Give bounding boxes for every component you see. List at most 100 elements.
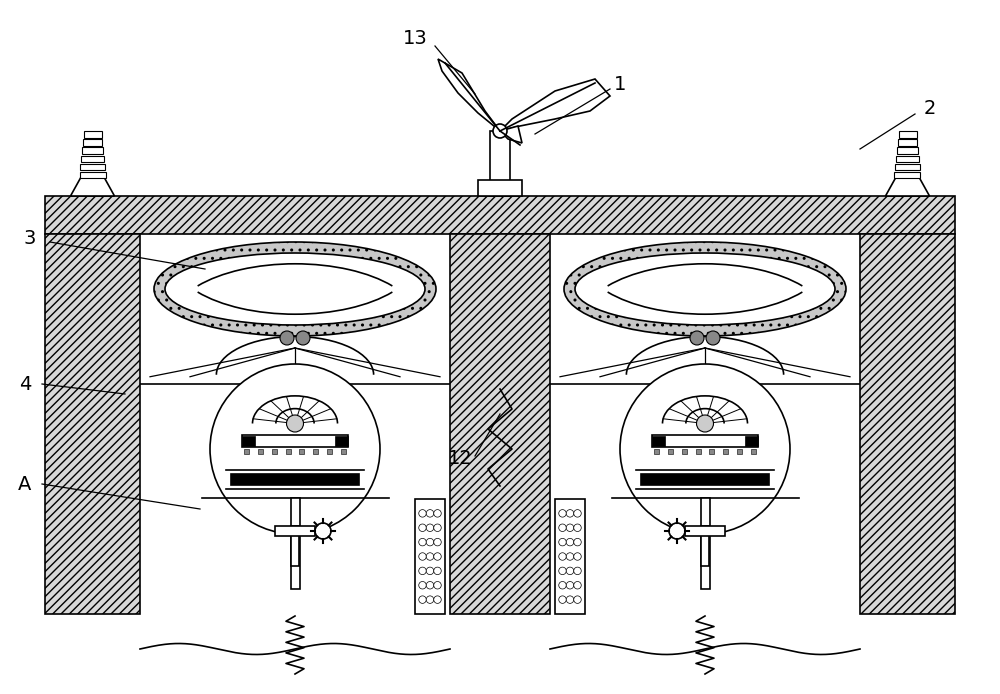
Bar bbox=[709, 449, 714, 454]
Circle shape bbox=[434, 539, 441, 546]
Circle shape bbox=[419, 539, 426, 546]
Bar bbox=[895, 164, 920, 170]
Bar bbox=[723, 449, 728, 454]
Bar bbox=[700, 498, 710, 589]
Bar bbox=[341, 449, 346, 454]
Circle shape bbox=[315, 523, 331, 539]
Bar bbox=[751, 449, 756, 454]
Circle shape bbox=[287, 415, 304, 432]
Circle shape bbox=[426, 567, 434, 575]
Circle shape bbox=[559, 539, 566, 546]
Polygon shape bbox=[438, 59, 500, 131]
Bar bbox=[415, 499, 445, 614]
Bar bbox=[291, 498, 300, 589]
Circle shape bbox=[559, 596, 566, 603]
Circle shape bbox=[296, 331, 310, 345]
Circle shape bbox=[426, 596, 434, 603]
Polygon shape bbox=[500, 79, 610, 131]
Bar bbox=[327, 449, 332, 454]
Bar bbox=[652, 437, 665, 446]
Circle shape bbox=[426, 582, 434, 589]
Text: A: A bbox=[18, 475, 32, 493]
Circle shape bbox=[559, 524, 566, 532]
Circle shape bbox=[426, 509, 434, 517]
Circle shape bbox=[574, 509, 581, 517]
Bar bbox=[898, 131, 916, 138]
Bar bbox=[745, 437, 758, 446]
Circle shape bbox=[434, 524, 441, 532]
Bar bbox=[450, 234, 550, 614]
Circle shape bbox=[559, 567, 566, 575]
Polygon shape bbox=[886, 178, 930, 196]
Bar bbox=[894, 171, 920, 178]
Circle shape bbox=[574, 552, 581, 560]
Circle shape bbox=[419, 552, 426, 560]
Circle shape bbox=[566, 552, 574, 560]
Bar bbox=[299, 449, 304, 454]
Bar bbox=[652, 435, 758, 448]
Bar bbox=[897, 148, 918, 154]
Ellipse shape bbox=[575, 253, 835, 325]
Circle shape bbox=[620, 364, 790, 534]
Circle shape bbox=[574, 596, 581, 603]
Text: 12: 12 bbox=[448, 450, 472, 468]
Circle shape bbox=[696, 415, 714, 432]
Bar bbox=[231, 473, 359, 484]
Bar bbox=[82, 148, 103, 154]
Circle shape bbox=[706, 331, 720, 345]
Circle shape bbox=[566, 509, 574, 517]
Bar bbox=[45, 234, 140, 614]
Bar bbox=[696, 449, 701, 454]
Circle shape bbox=[559, 582, 566, 589]
Circle shape bbox=[419, 567, 426, 575]
Text: 13: 13 bbox=[403, 30, 427, 49]
Bar bbox=[83, 139, 102, 146]
Bar bbox=[291, 526, 299, 566]
Text: 4: 4 bbox=[19, 375, 31, 393]
Bar bbox=[244, 449, 249, 454]
Circle shape bbox=[574, 567, 581, 575]
Polygon shape bbox=[71, 178, 115, 196]
Circle shape bbox=[690, 331, 704, 345]
Circle shape bbox=[434, 582, 441, 589]
Polygon shape bbox=[500, 126, 522, 143]
Bar bbox=[896, 155, 919, 162]
Circle shape bbox=[426, 524, 434, 532]
Circle shape bbox=[566, 539, 574, 546]
Bar bbox=[555, 499, 585, 614]
Bar bbox=[682, 449, 687, 454]
Bar bbox=[898, 139, 917, 146]
Circle shape bbox=[574, 582, 581, 589]
Circle shape bbox=[574, 539, 581, 546]
Circle shape bbox=[210, 364, 380, 534]
Bar bbox=[313, 449, 318, 454]
Bar bbox=[80, 164, 105, 170]
Circle shape bbox=[434, 552, 441, 560]
Bar bbox=[242, 437, 255, 446]
Bar bbox=[737, 449, 742, 454]
Bar bbox=[258, 449, 263, 454]
Circle shape bbox=[566, 567, 574, 575]
Text: 2: 2 bbox=[924, 99, 936, 119]
Bar bbox=[84, 131, 102, 138]
Bar bbox=[45, 196, 955, 234]
Bar bbox=[275, 526, 315, 536]
Bar bbox=[641, 473, 769, 484]
Circle shape bbox=[559, 552, 566, 560]
Bar bbox=[654, 449, 659, 454]
Bar bbox=[685, 526, 725, 536]
Circle shape bbox=[566, 524, 574, 532]
Circle shape bbox=[419, 524, 426, 532]
Bar bbox=[81, 155, 104, 162]
Ellipse shape bbox=[165, 253, 425, 325]
Ellipse shape bbox=[154, 242, 436, 336]
Circle shape bbox=[426, 552, 434, 560]
Text: 1: 1 bbox=[614, 74, 626, 94]
Bar bbox=[668, 449, 673, 454]
Ellipse shape bbox=[564, 242, 846, 336]
Circle shape bbox=[559, 509, 566, 517]
Circle shape bbox=[419, 582, 426, 589]
Circle shape bbox=[493, 124, 507, 138]
Bar bbox=[860, 234, 955, 614]
Circle shape bbox=[426, 539, 434, 546]
